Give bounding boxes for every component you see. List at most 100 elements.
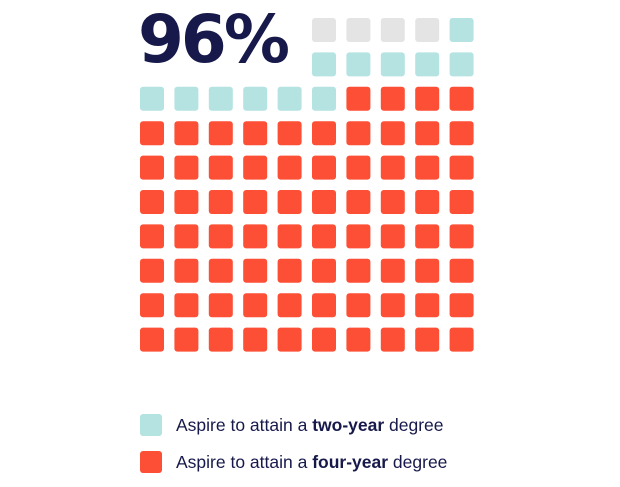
waffle-cell-four-year	[277, 293, 302, 318]
waffle-cell-four-year	[346, 86, 371, 111]
waffle-cell-two-year	[174, 86, 199, 111]
waffle-cell-four-year	[380, 224, 405, 249]
legend-label-four-year-prefix: Aspire to attain a	[176, 451, 313, 472]
waffle-cell-four-year	[208, 190, 233, 214]
waffle-cell-two-year	[140, 86, 164, 111]
waffle-cell-four-year	[243, 121, 268, 146]
waffle-cell-not-aspiring	[415, 18, 440, 42]
waffle-cell-two-year	[415, 52, 440, 77]
waffle-cell-four-year	[449, 86, 474, 111]
waffle-cell-four-year	[380, 327, 405, 352]
waffle-cell-four-year	[415, 327, 440, 352]
waffle-cell-four-year	[243, 190, 268, 214]
waffle-cell-four-year	[243, 293, 268, 318]
waffle-cell-four-year	[174, 327, 199, 352]
waffle-cell-four-year	[415, 293, 440, 318]
legend-item-four-year: Aspire to attain a four-year degree	[140, 450, 447, 474]
waffle-cell-four-year	[346, 258, 371, 283]
waffle-cell-four-year	[380, 258, 405, 283]
waffle-cell-four-year	[415, 224, 440, 249]
waffle-cell-two-year	[277, 86, 302, 111]
legend-item-two-year: Aspire to attain a two-year degree	[140, 413, 447, 437]
legend-label-two-year-bold: two-year	[312, 414, 385, 435]
waffle-cell-four-year	[174, 190, 199, 214]
waffle-cell-two-year	[312, 52, 336, 77]
waffle-cell-four-year	[243, 258, 268, 283]
legend-label-four-year-bold: four-year	[312, 451, 389, 472]
waffle-cell-four-year	[243, 155, 268, 180]
waffle-cell-four-year	[449, 258, 474, 283]
waffle-cell-four-year	[140, 258, 164, 283]
legend-label-two-year-prefix: Aspire to attain a	[176, 414, 313, 435]
waffle-cell-four-year	[208, 121, 233, 146]
waffle-cell-four-year	[243, 224, 268, 249]
waffle-cell-not-aspiring	[380, 18, 405, 42]
waffle-cell-four-year	[346, 121, 371, 146]
waffle-cell-four-year	[140, 121, 164, 146]
waffle-cell-four-year	[174, 155, 199, 180]
waffle-cell-four-year	[140, 224, 164, 249]
waffle-cell-four-year	[346, 155, 371, 180]
legend-swatch-two-year	[140, 414, 162, 436]
waffle-cell-four-year	[449, 121, 474, 146]
waffle-cell-two-year	[346, 52, 371, 77]
waffle-cell-two-year	[449, 52, 474, 77]
waffle-cell-four-year	[277, 155, 302, 180]
legend-label-two-year-suffix: degree	[384, 414, 444, 435]
waffle-cell-four-year	[208, 293, 233, 318]
waffle-cell-four-year	[277, 224, 302, 249]
legend-swatch-four-year	[140, 451, 162, 473]
waffle-cell-four-year	[312, 190, 336, 214]
waffle-cell-four-year	[277, 327, 302, 352]
waffle-cell-four-year	[380, 190, 405, 214]
legend: Aspire to attain a two-year degree Aspir…	[140, 413, 447, 487]
waffle-cell-four-year	[277, 121, 302, 146]
waffle-cell-four-year	[208, 327, 233, 352]
waffle-cell-four-year	[208, 155, 233, 180]
waffle-cell-four-year	[346, 190, 371, 214]
waffle-cell-four-year	[380, 155, 405, 180]
waffle-cell-four-year	[243, 327, 268, 352]
waffle-cell-four-year	[449, 155, 474, 180]
waffle-cell-two-year	[208, 86, 233, 111]
waffle-cell-four-year	[208, 258, 233, 283]
waffle-cell-four-year	[449, 293, 474, 318]
waffle-cell-four-year	[312, 258, 336, 283]
waffle-cell-four-year	[140, 155, 164, 180]
waffle-cell-four-year	[449, 190, 474, 214]
waffle-cell-four-year	[140, 293, 164, 318]
legend-label-four-year: Aspire to attain a four-year degree	[176, 452, 447, 473]
waffle-cell-four-year	[346, 293, 371, 318]
waffle-cell-four-year	[174, 121, 199, 146]
waffle-cell-four-year	[449, 224, 474, 249]
waffle-cell-four-year	[174, 258, 199, 283]
waffle-cell-four-year	[449, 327, 474, 352]
waffle-cell-not-aspiring	[312, 18, 336, 42]
waffle-cell-four-year	[174, 224, 199, 249]
waffle-cell-four-year	[312, 155, 336, 180]
waffle-cell-four-year	[174, 293, 199, 318]
waffle-cell-four-year	[277, 258, 302, 283]
waffle-cell-four-year	[415, 190, 440, 214]
waffle-cell-two-year	[312, 86, 336, 111]
waffle-cell-four-year	[380, 293, 405, 318]
waffle-cell-four-year	[380, 121, 405, 146]
waffle-cell-four-year	[140, 327, 164, 352]
waffle-cell-two-year	[449, 18, 474, 42]
waffle-cell-four-year	[312, 224, 336, 249]
waffle-cell-four-year	[415, 155, 440, 180]
headline-percent: 96%	[138, 1, 290, 78]
waffle-cell-four-year	[415, 258, 440, 283]
waffle-cell-four-year	[277, 190, 302, 214]
waffle-cell-four-year	[312, 293, 336, 318]
waffle-cell-four-year	[346, 327, 371, 352]
waffle-cell-four-year	[312, 121, 336, 146]
waffle-cell-four-year	[415, 86, 440, 111]
waffle-cell-two-year	[380, 52, 405, 77]
waffle-chart	[140, 18, 474, 352]
waffle-cell-four-year	[312, 327, 336, 352]
waffle-cell-not-aspiring	[346, 18, 371, 42]
waffle-cell-two-year	[243, 86, 268, 111]
waffle-cell-four-year	[208, 224, 233, 249]
legend-label-two-year: Aspire to attain a two-year degree	[176, 415, 444, 436]
